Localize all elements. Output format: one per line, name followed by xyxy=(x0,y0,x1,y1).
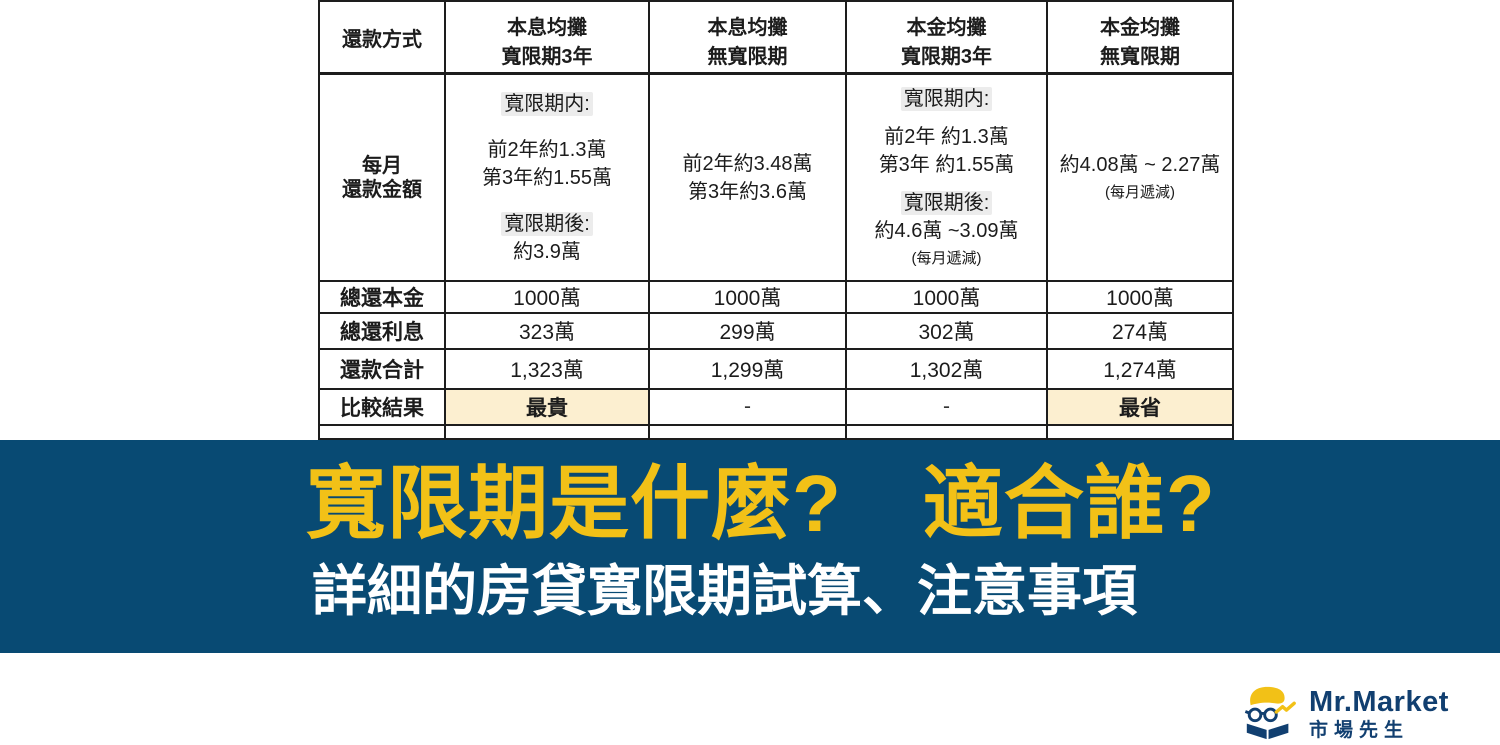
table-cell-cutoff xyxy=(648,424,847,440)
header-col-1: 本息均攤 寬限期3年 xyxy=(444,0,650,75)
monthly-value: 約4.6萬 ~3.09萬 xyxy=(874,220,1019,242)
loan-comparison-table: 還款方式 本息均攤 寬限期3年 本息均攤 無寬限期 本金均攤 寬限期3年 xyxy=(318,0,1234,440)
monthly-value: 第3年約1.55萬 xyxy=(481,166,613,189)
monthly-value: 前2年 約1.3萬 xyxy=(884,126,1009,148)
brand-logo-text: Mr.Market 市場先生 xyxy=(1309,687,1449,742)
table-cell-cutoff xyxy=(444,424,650,440)
row-label: 比較結果 xyxy=(318,388,446,426)
table-cell: 1000萬 xyxy=(648,280,847,314)
monthly-cell-col4: 約4.08萬 ~ 2.27萬 (每月遞減) xyxy=(1046,72,1234,282)
header-col-1-line2: 寬限期3年 xyxy=(501,46,593,68)
table-cell: 1,302萬 xyxy=(845,348,1048,390)
table-cell: - xyxy=(648,388,847,426)
monthly-cell-col3: 寬限期内: 前2年 約1.3萬 第3年 約1.55萬 寬限期後: 約4.6萬 ~… xyxy=(845,72,1048,282)
table-cell: 299萬 xyxy=(648,312,847,350)
header-repayment-method: 還款方式 xyxy=(318,0,446,75)
row-label: 還款合計 xyxy=(318,348,446,390)
table-header-row: 還款方式 本息均攤 寬限期3年 本息均攤 無寬限期 本金均攤 寬限期3年 xyxy=(318,0,1234,75)
table-cell: 302萬 xyxy=(845,312,1048,350)
decreasing-note: (每月遞減) xyxy=(1105,184,1175,201)
brand-name: Mr.Market xyxy=(1309,686,1449,718)
comparison-cheapest-cell: 最省 xyxy=(1046,388,1234,426)
page-title: 寬限期是什麼? 適合誰? xyxy=(306,459,1216,548)
cutoff-row xyxy=(318,424,1234,440)
decreasing-note: (每月遞減) xyxy=(911,250,982,267)
table-cell: 1,274萬 xyxy=(1046,348,1234,390)
table-cell: 1000萬 xyxy=(845,280,1048,314)
row-label: 總還利息 xyxy=(318,312,446,350)
header-col-4-line2: 無寬限期 xyxy=(1100,46,1180,68)
monthly-cell-col1: 寬限期内: 前2年約1.3萬 第3年約1.55萬 寬限期後: 約3.9萬 xyxy=(444,72,650,282)
grace-period-after-label: 寬限期後: xyxy=(900,191,993,215)
monthly-value: 前2年約1.3萬 xyxy=(487,138,607,161)
table-cell-cutoff xyxy=(1046,424,1234,440)
header-col-3-line2: 寬限期3年 xyxy=(900,46,993,68)
header-col-2: 本息均攤 無寬限期 xyxy=(648,0,847,75)
table-cell: - xyxy=(845,388,1048,426)
table-cell: 1000萬 xyxy=(1046,280,1234,314)
grace-period-in-label: 寬限期内: xyxy=(900,87,993,111)
mr-market-face-icon xyxy=(1241,683,1299,745)
monthly-value: 第3年約3.6萬 xyxy=(688,180,807,203)
comparison-result-row: 比較結果 最貴 - - 最省 xyxy=(318,388,1234,426)
brand-name-chinese: 市場先生 xyxy=(1309,720,1410,741)
monthly-value: 第3年 約1.55萬 xyxy=(878,154,1015,176)
monthly-payment-row: 每月 還款金額 寬限期内: 前2年約1.3萬 第3年約1.55萬 寬限期後: 約… xyxy=(318,72,1234,282)
grace-period-in-label: 寬限期内: xyxy=(501,91,593,116)
table-cell-cutoff xyxy=(318,424,446,440)
table-cell: 274萬 xyxy=(1046,312,1234,350)
monthly-cell-col2: 前2年約3.48萬 第3年約3.6萬 xyxy=(648,72,847,282)
total-repayment-row: 還款合計 1,323萬 1,299萬 1,302萬 1,274萬 xyxy=(318,348,1234,390)
total-interest-row: 總還利息 323萬 299萬 302萬 274萬 xyxy=(318,312,1234,350)
table-cell-cutoff xyxy=(845,424,1048,440)
header-col-4-line1: 本金均攤 xyxy=(1100,17,1180,39)
comparison-most-expensive-cell: 最貴 xyxy=(444,388,650,426)
monthly-payment-label-line1: 每月 xyxy=(362,154,402,177)
table-cell: 1000萬 xyxy=(444,280,650,314)
brand-logo: Mr.Market 市場先生 xyxy=(1241,683,1449,745)
monthly-payment-label: 每月 還款金額 xyxy=(318,72,446,282)
total-principal-row: 總還本金 1000萬 1000萬 1000萬 1000萬 xyxy=(318,280,1234,314)
header-col-1-line1: 本息均攤 xyxy=(507,17,587,39)
monthly-value: 約4.08萬 ~ 2.27萬 xyxy=(1059,154,1221,176)
table-cell: 1,323萬 xyxy=(444,348,650,390)
title-banner: 寬限期是什麼? 適合誰? 詳細的房貸寬限期試算、注意事項 xyxy=(0,440,1500,653)
table-cell: 1,299萬 xyxy=(648,348,847,390)
header-col-3: 本金均攤 寬限期3年 xyxy=(845,0,1048,75)
grace-period-after-label: 寬限期後: xyxy=(501,211,593,236)
page-subtitle: 詳細的房貸寬限期試算、注意事項 xyxy=(312,560,1138,622)
header-col-2-line2: 無寬限期 xyxy=(707,46,788,68)
monthly-value: 前2年約3.48萬 xyxy=(682,152,813,175)
monthly-value: 約3.9萬 xyxy=(513,240,581,263)
header-col-3-line1: 本金均攤 xyxy=(906,17,987,39)
header-col-2-line1: 本息均攤 xyxy=(707,17,788,39)
header-col-4: 本金均攤 無寬限期 xyxy=(1046,0,1234,75)
monthly-payment-label-line2: 還款金額 xyxy=(342,178,422,201)
table-cell: 323萬 xyxy=(444,312,650,350)
row-label: 總還本金 xyxy=(318,280,446,314)
